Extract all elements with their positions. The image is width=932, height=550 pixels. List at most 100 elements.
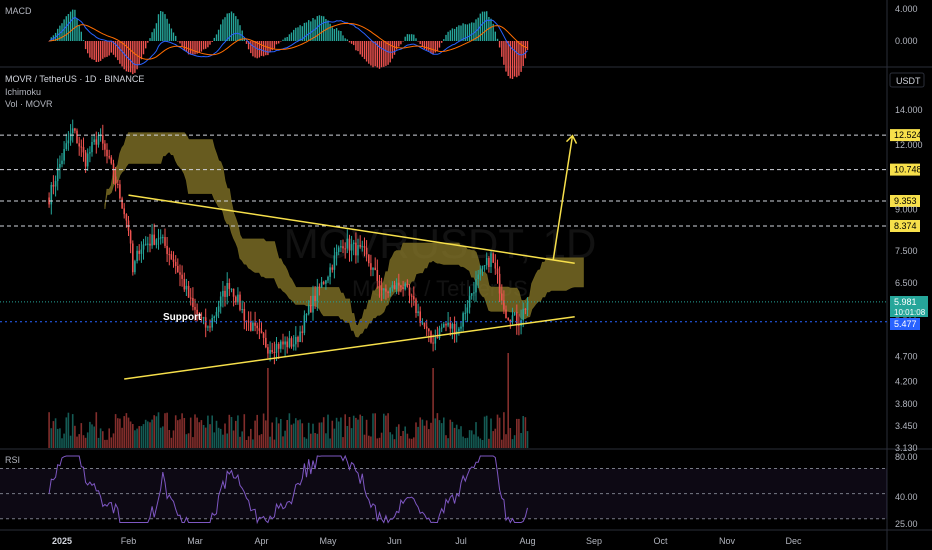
volume-bar [430,422,432,448]
time-axis[interactable]: 2025 Feb Mar Apr May Jun Jul Aug Sep Oct Nov Dec [52,536,802,546]
volume-bar [166,412,168,448]
ichimoku-cloud-area [104,132,584,338]
projection-arrow-shaft [552,135,574,261]
macd-histogram-bar [127,41,130,72]
candle-body [273,352,276,353]
volume-bar [217,427,220,448]
macd-histogram-bar [406,34,409,41]
time-axis-label[interactable]: Oct [653,536,668,546]
candle-body [65,143,68,149]
volume-bar [432,368,434,448]
currency-button[interactable] [889,72,925,88]
candle-body [387,291,389,294]
price-pane[interactable]: MOVR / TetherUS · 1D · BINANCE Ichimoku … [0,72,928,453]
macd-histogram-bar [217,29,220,41]
candle-body [451,324,454,329]
candle-body [503,300,505,310]
volume-bar [451,421,454,448]
volume-bar [262,413,265,448]
candle-body [179,272,181,275]
time-axis-label[interactable]: Feb [121,536,137,546]
support-price-value: 5.477 [894,319,917,329]
volume-bar [355,417,357,448]
price-tick-label: 3.130 [895,443,918,453]
candle-body [245,320,248,322]
macd-histogram-bar [187,41,190,55]
volume-bar [352,415,355,448]
volume-bar [67,412,70,448]
macd-histogram-bar [235,16,237,41]
candle-body [260,330,263,334]
macd-histogram-bar [185,41,188,52]
time-axis-label[interactable]: Aug [519,536,535,546]
macd-histogram-bar [153,28,155,41]
macd-histogram-bar [215,34,218,41]
volume-bar [277,423,280,448]
candle-body [417,311,419,313]
volume-bar [526,431,529,448]
volume-bar [129,421,132,448]
macd-histogram-bar [518,41,520,76]
time-axis-label[interactable]: Mar [187,536,203,546]
volume-bar [239,436,241,448]
candle-body [219,296,222,307]
volume-bar [275,417,278,448]
volume-bar [436,413,439,448]
candle-body [59,164,61,168]
price-tick-label: 12.000 [895,140,923,150]
candle-body [468,295,471,308]
volume-bar [211,415,213,448]
volume-bar [368,435,370,448]
time-axis-label[interactable]: Sep [586,536,602,546]
macd-pane[interactable]: MACD 4.000 0.000 [5,4,918,79]
candle-body [352,242,355,245]
indicator-ichimoku-label[interactable]: Ichimoku [5,87,41,97]
candle-body [159,237,162,239]
macd-tick-top: 4.000 [895,4,918,14]
symbol-title[interactable]: MOVR / TetherUS · 1D · BINANCE [5,74,144,84]
time-axis-label[interactable]: Apr [254,536,268,546]
macd-histogram-bar [65,16,67,41]
candle-body [320,282,323,288]
candle-body [365,247,368,255]
candle-body [350,244,353,251]
time-axis-label[interactable]: Nov [719,536,736,546]
volume-bar [74,425,76,448]
time-axis-label[interactable]: Jun [387,536,402,546]
candle-body [267,347,269,354]
candle-body [211,318,213,328]
volume-bar [219,428,222,448]
macd-histogram-bar [389,41,391,63]
candle-body [303,315,306,333]
candle-body [119,184,121,199]
volume-bar [408,438,411,448]
macd-histogram-bar [106,41,108,57]
candle-body [460,326,462,329]
macd-histogram-bar [224,17,226,41]
macd-histogram-bar [155,23,158,41]
time-axis-label[interactable]: 2025 [52,536,72,546]
volume-bar [52,421,55,448]
candle-body [470,293,473,296]
rsi-pane[interactable]: RSI 80.00 40.00 25.00 [0,452,918,529]
candle-body [207,326,209,328]
time-axis-label[interactable]: Jul [455,536,467,546]
candle-body [301,331,304,333]
macd-histogram-bar [67,14,70,41]
candle-body [516,312,518,324]
volume-bar [153,415,155,448]
macd-histogram-bar [142,41,145,55]
candle-body [275,343,278,353]
macd-histogram-bar [164,14,166,41]
indicator-volume-label[interactable]: Vol · MOVR [5,99,53,109]
macd-histogram-bar [93,41,95,60]
rsi-tick-80: 80.00 [895,452,918,462]
time-axis-label[interactable]: Dec [785,536,802,546]
time-axis-label[interactable]: May [319,536,337,546]
volume-bar [142,424,145,448]
volume-bar [325,433,327,448]
macd-histogram-bar [99,41,102,61]
macd-histogram-bar [271,41,273,51]
candle-body [61,160,63,164]
